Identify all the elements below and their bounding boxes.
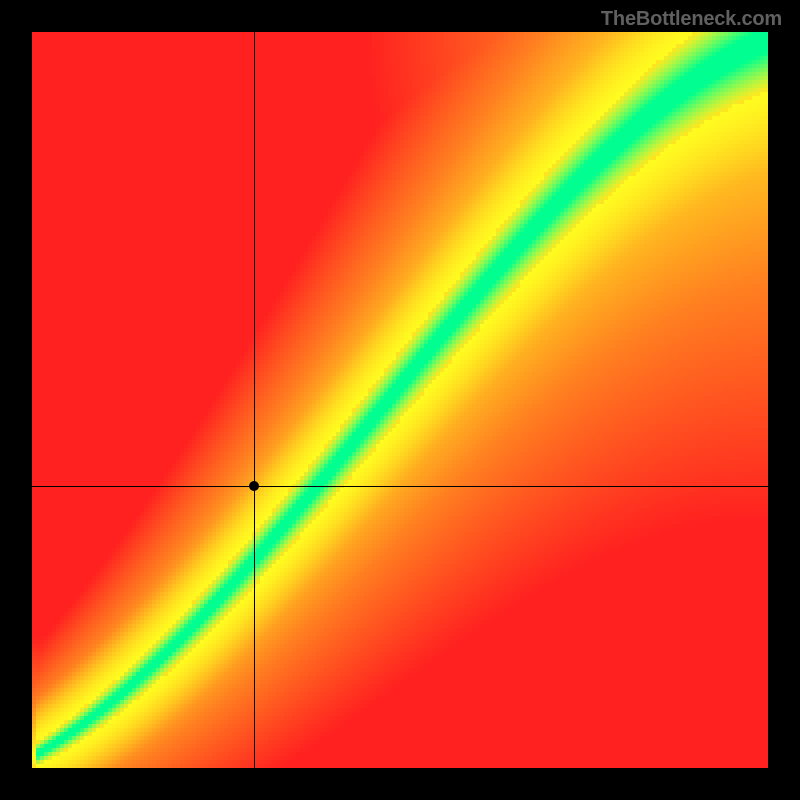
heatmap-plot: [32, 32, 768, 768]
crosshair-horizontal: [32, 486, 768, 487]
crosshair-vertical: [254, 32, 255, 768]
chart-container: TheBottleneck.com: [0, 0, 800, 800]
crosshair-marker: [249, 481, 259, 491]
attribution-text: TheBottleneck.com: [601, 8, 782, 31]
heatmap-canvas: [32, 32, 768, 768]
